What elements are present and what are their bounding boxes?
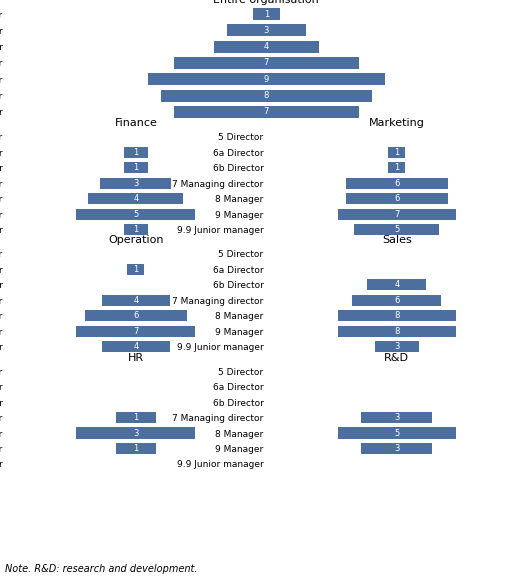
Bar xyxy=(214,41,319,53)
Bar xyxy=(124,146,148,158)
Bar xyxy=(388,162,405,173)
Bar xyxy=(253,8,279,20)
Bar xyxy=(100,178,171,189)
Text: 1: 1 xyxy=(133,413,138,422)
Text: 1: 1 xyxy=(133,225,138,234)
Text: 6: 6 xyxy=(394,296,400,305)
Bar xyxy=(127,264,144,275)
Text: 6: 6 xyxy=(133,311,138,321)
Bar xyxy=(352,295,441,306)
Text: 4: 4 xyxy=(133,296,138,305)
Text: 3: 3 xyxy=(133,428,138,438)
Text: 1: 1 xyxy=(394,163,400,172)
Text: 3: 3 xyxy=(133,179,138,188)
Text: 3: 3 xyxy=(394,342,400,351)
Text: 1: 1 xyxy=(133,148,138,156)
Title: Finance: Finance xyxy=(114,118,157,128)
Text: 7: 7 xyxy=(394,210,400,219)
Bar xyxy=(102,341,170,352)
Bar xyxy=(124,162,148,173)
Text: Note. R&D: research and development.: Note. R&D: research and development. xyxy=(5,564,198,574)
Text: 1: 1 xyxy=(133,444,138,453)
Text: 1: 1 xyxy=(394,148,400,156)
Text: 4: 4 xyxy=(133,194,138,203)
Text: 5: 5 xyxy=(394,225,400,234)
Title: Operation: Operation xyxy=(108,236,164,246)
Title: HR: HR xyxy=(128,353,144,363)
Text: 1: 1 xyxy=(133,265,138,274)
Bar xyxy=(148,73,385,85)
Bar xyxy=(361,412,432,423)
Text: 1: 1 xyxy=(264,9,269,19)
Title: Sales: Sales xyxy=(382,236,412,246)
Bar xyxy=(174,57,359,69)
Title: Marketing: Marketing xyxy=(369,118,425,128)
Text: 3: 3 xyxy=(263,26,269,35)
Bar xyxy=(388,146,405,158)
Title: R&D: R&D xyxy=(384,353,409,363)
Text: 5: 5 xyxy=(133,210,138,219)
Title: Entire organisation: Entire organisation xyxy=(214,0,319,5)
Bar xyxy=(161,90,372,101)
Bar xyxy=(355,224,439,235)
Bar xyxy=(102,295,170,306)
Text: 5: 5 xyxy=(394,428,400,438)
Bar xyxy=(124,224,148,235)
Text: 4: 4 xyxy=(264,42,269,51)
Text: 1: 1 xyxy=(133,163,138,172)
Bar xyxy=(338,310,456,321)
Text: 7: 7 xyxy=(263,59,269,67)
Bar xyxy=(346,193,448,204)
Text: 3: 3 xyxy=(394,444,400,453)
Bar xyxy=(338,209,456,220)
Text: 6: 6 xyxy=(394,179,400,188)
Bar xyxy=(76,326,195,337)
Bar xyxy=(116,443,156,454)
Bar xyxy=(174,106,359,118)
Bar xyxy=(227,25,306,36)
Text: 9: 9 xyxy=(264,75,269,84)
Bar xyxy=(89,193,183,204)
Text: 8: 8 xyxy=(394,327,400,336)
Bar xyxy=(346,178,448,189)
Text: 3: 3 xyxy=(394,413,400,422)
Bar xyxy=(116,412,156,423)
Text: 4: 4 xyxy=(133,342,138,351)
Bar xyxy=(361,443,432,454)
Bar xyxy=(338,326,456,337)
Bar xyxy=(367,280,427,291)
Text: 8: 8 xyxy=(263,91,269,100)
Bar xyxy=(375,341,419,352)
Bar xyxy=(76,209,195,220)
Bar xyxy=(338,427,456,438)
Text: 4: 4 xyxy=(394,280,400,289)
Bar xyxy=(85,310,187,321)
Text: 8: 8 xyxy=(394,311,400,321)
Text: 6: 6 xyxy=(394,194,400,203)
Text: 7: 7 xyxy=(133,327,138,336)
Text: 7: 7 xyxy=(263,107,269,117)
Bar xyxy=(76,427,195,438)
